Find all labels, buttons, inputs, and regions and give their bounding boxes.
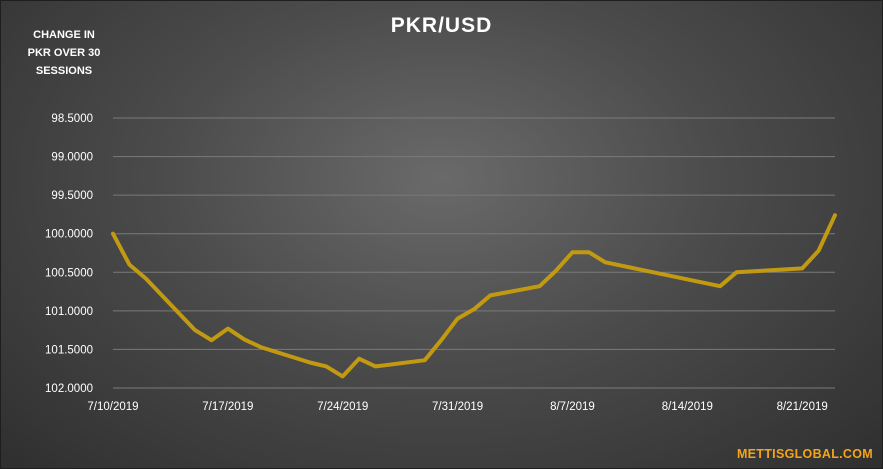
gridlines (113, 117, 835, 389)
data-point (833, 213, 837, 217)
x-tick-label: 7/31/2019 (432, 401, 483, 413)
data-point (603, 260, 607, 264)
x-tick-labels: 7/10/2019 7/17/2019 7/24/2019 7/31/2019 8/7/… (87, 401, 827, 413)
data-point (817, 249, 821, 253)
data-point (357, 357, 361, 361)
data-point (423, 358, 427, 362)
x-tick-label: 7/10/2019 (87, 401, 138, 413)
data-point (259, 345, 263, 349)
data-point (341, 374, 345, 378)
data-point (570, 250, 574, 254)
data-point (127, 263, 131, 267)
y-axis-label: CHANGE IN PKR OVER 30 SESSIONS (18, 26, 110, 80)
data-point (488, 293, 492, 297)
data-point (226, 327, 230, 331)
y-axis-label-line-1: CHANGE IN (33, 29, 95, 41)
y-tick-label: 99.0000 (51, 152, 93, 164)
y-tick-label: 102.0000 (45, 383, 93, 395)
data-point (472, 307, 476, 311)
data-point (735, 270, 739, 274)
data-point (111, 232, 115, 236)
data-point (242, 337, 246, 341)
y-tick-label: 98.5000 (51, 113, 93, 125)
y-tick-label: 100.0000 (45, 229, 93, 241)
data-point (374, 364, 378, 368)
data-point (144, 276, 148, 280)
data-point (324, 364, 328, 368)
data-point (800, 266, 804, 270)
data-points (111, 213, 837, 378)
data-point (554, 269, 558, 273)
y-tick-label: 100.5000 (45, 267, 93, 279)
data-point (308, 361, 312, 365)
x-tick-label: 7/17/2019 (202, 401, 253, 413)
data-point (718, 284, 722, 288)
chart-title: PKR/USD (390, 14, 493, 37)
series-line (111, 213, 837, 379)
x-tick-label: 8/7/2019 (550, 401, 595, 413)
brand-watermark: METTISGLOBAL.COM (736, 447, 873, 461)
x-tick-label: 8/14/2019 (662, 401, 713, 413)
data-point (193, 328, 197, 332)
y-axis-label-line-2: PKR OVER 30 (27, 47, 101, 59)
y-tick-label: 101.0000 (45, 306, 93, 318)
y-tick-labels: 98.5000 99.0000 99.5000 100.0000 100.5000 101… (45, 113, 93, 395)
data-point (209, 338, 213, 342)
y-axis-label-line-3: SESSIONS (35, 65, 93, 77)
x-tick-label: 7/24/2019 (317, 401, 368, 413)
y-tick-label: 101.5000 (45, 344, 93, 356)
y-tick-label: 99.5000 (51, 190, 93, 202)
data-point (587, 250, 591, 254)
data-point (456, 317, 460, 321)
x-tick-label: 8/21/2019 (777, 401, 828, 413)
data-point (538, 284, 542, 288)
data-point (439, 338, 443, 342)
